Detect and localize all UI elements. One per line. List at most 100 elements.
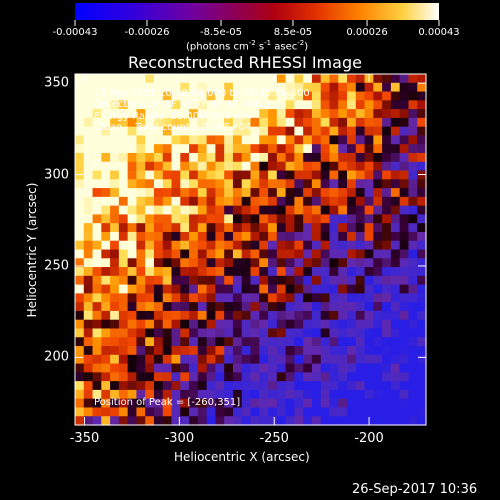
heatmap-cell — [373, 109, 383, 119]
heatmap-cell — [180, 170, 190, 180]
heatmap-cell — [355, 223, 366, 233]
heatmap-cell — [197, 91, 208, 101]
heatmap-cell — [136, 249, 146, 259]
heatmap-cell — [408, 126, 418, 137]
heatmap-cell — [241, 284, 252, 294]
heatmap-cell — [75, 205, 85, 215]
heatmap-cell — [311, 258, 322, 268]
heatmap-cell — [320, 310, 331, 321]
heatmap-cell — [232, 381, 243, 391]
heatmap-cell — [347, 363, 357, 373]
heatmap-cell — [285, 126, 295, 137]
heatmap-cell — [136, 117, 146, 128]
heatmap-cell — [355, 249, 366, 259]
colorbar-tick-label: -8.5e-05 — [200, 27, 243, 38]
heatmap-cell — [311, 188, 322, 198]
heatmap-cell — [417, 354, 427, 365]
heatmap-cell — [127, 363, 138, 373]
heatmap-cell — [320, 398, 331, 409]
heatmap-cell — [75, 267, 85, 277]
heatmap-cell — [347, 135, 357, 145]
heatmap-cell — [329, 223, 339, 233]
heatmap-cell — [232, 223, 243, 233]
heatmap-cell — [364, 372, 374, 382]
heatmap-cell — [101, 416, 111, 426]
heatmap-cell — [110, 231, 120, 242]
heatmap-cell — [347, 100, 357, 110]
heatmap-cell — [364, 223, 374, 233]
heatmap-cell — [338, 135, 348, 145]
heatmap-cell — [347, 179, 357, 189]
heatmap-cell — [408, 152, 418, 163]
heatmap-cell — [417, 117, 427, 128]
heatmap-cell — [206, 170, 216, 180]
heatmap-cell — [373, 346, 383, 356]
heatmap-cell — [320, 363, 331, 373]
heatmap-cell — [171, 328, 181, 338]
heatmap-cell — [285, 284, 295, 294]
heatmap-cell — [215, 293, 225, 303]
heatmap-cell — [92, 337, 102, 347]
heatmap-cell — [197, 407, 208, 417]
heatmap-cell — [101, 188, 111, 198]
heatmap-cell — [259, 161, 269, 172]
heatmap-cell — [250, 240, 260, 251]
heatmap-cell — [171, 389, 181, 400]
colorbar-tick-label: 8.5e-05 — [273, 27, 313, 38]
heatmap-cell — [390, 284, 401, 294]
heatmap-cell — [136, 416, 146, 426]
heatmap-cell — [303, 354, 313, 365]
heatmap-cell — [136, 310, 146, 321]
heatmap-cell — [311, 144, 322, 154]
heatmap-cell — [92, 144, 102, 154]
heatmap-cell — [127, 381, 138, 391]
heatmap-cell — [197, 82, 208, 93]
heatmap-cell — [215, 179, 225, 189]
heatmap-cell — [373, 310, 383, 321]
heatmap-cell — [83, 372, 94, 382]
heatmap-cell — [92, 82, 102, 93]
heatmap-cell — [390, 328, 401, 338]
heatmap-cell — [136, 161, 146, 172]
heatmap-cell — [189, 100, 199, 110]
heatmap-cell — [189, 74, 199, 84]
heatmap-cell — [355, 381, 366, 391]
heatmap-cell — [417, 302, 427, 312]
heatmap-cell — [127, 109, 138, 119]
heatmap-cell — [268, 82, 278, 93]
heatmap-cell — [320, 258, 331, 268]
heatmap-cell — [241, 249, 252, 259]
heatmap-cell — [75, 126, 85, 137]
heatmap-cell — [268, 91, 278, 101]
heatmap-cell — [171, 109, 181, 119]
heatmap-cell — [145, 100, 155, 110]
heatmap-cell — [259, 337, 269, 347]
heatmap-cell — [268, 223, 278, 233]
heatmap-cell — [189, 319, 199, 330]
heatmap-cell — [408, 179, 418, 189]
heatmap-cell — [355, 346, 366, 356]
heatmap-cell — [241, 82, 252, 93]
heatmap-cell — [75, 144, 85, 154]
heatmap-cell — [311, 275, 322, 286]
heatmap-cell — [311, 389, 322, 400]
heatmap-cell — [171, 275, 181, 286]
heatmap-cell — [285, 293, 295, 303]
heatmap-cell — [390, 74, 401, 84]
heatmap-cell — [241, 275, 252, 286]
heatmap-cell — [364, 231, 374, 242]
heatmap-cell — [118, 407, 129, 417]
heatmap-cell — [162, 337, 173, 347]
heatmap-cell — [162, 144, 173, 154]
heatmap-cell — [171, 223, 181, 233]
heatmap-cell — [241, 354, 252, 365]
heatmap-cell — [285, 231, 295, 242]
heatmap-cell — [355, 74, 366, 84]
heatmap-cell — [92, 293, 102, 303]
heatmap-cell — [382, 381, 392, 391]
heatmap-cell — [92, 381, 102, 391]
heatmap-cell — [241, 91, 252, 101]
heatmap-cell — [75, 214, 85, 224]
heatmap-cell — [171, 240, 181, 251]
heatmap-cell — [189, 188, 199, 198]
